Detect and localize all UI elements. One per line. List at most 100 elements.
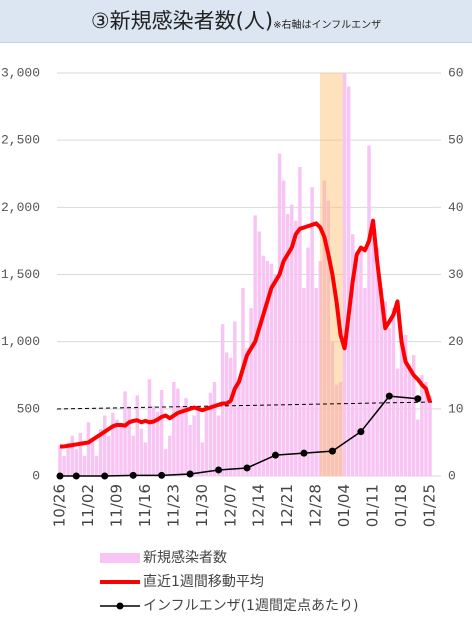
bar [212,381,217,476]
bar [265,261,270,476]
bar [115,419,119,476]
bar [159,390,164,476]
marker [129,471,137,479]
x-tick-label: 11/23 [164,484,182,527]
bar [391,308,396,476]
bar [318,261,322,476]
x-tick-label: 11/16 [136,484,154,527]
bar [188,424,192,476]
bar [330,341,335,476]
marker [357,428,365,436]
bar [168,435,172,476]
y2-tick-label: 60 [448,65,464,80]
bar [220,324,225,476]
y-tick-label: 2,000 [1,200,40,215]
bar [269,263,274,476]
y2-tick-label: 0 [448,468,456,483]
legend-swatch [100,553,140,563]
y-tick-label: 1,000 [1,334,40,349]
x-tick-label: 10/26 [51,484,69,527]
marker [101,472,109,480]
bar [298,167,302,477]
bar [253,215,257,477]
x-tick-label: 01/18 [392,484,410,527]
bar [204,411,209,476]
marker [56,472,64,480]
bar [249,308,253,476]
connector [389,395,418,400]
bar [334,384,339,476]
connector [360,395,390,433]
connector [303,450,333,454]
bar [176,388,180,476]
chart-title: ③新規感染者数(人) [90,9,274,33]
bar [94,455,99,476]
legend-label: 直近1週間移動平均 [143,574,264,590]
bar [119,424,123,476]
marker [186,470,194,478]
bar [143,442,148,476]
bar [66,442,70,476]
bar [74,449,78,476]
connector [331,431,362,452]
bar [147,379,152,476]
bar [314,287,318,476]
bar [294,220,298,476]
bar [399,341,404,476]
bar [420,375,424,476]
bar [351,234,355,476]
bar [131,435,135,476]
bar [58,445,62,476]
y2-tick-label: 20 [448,334,464,349]
y2-tick-label: 10 [448,401,464,416]
bar [403,334,408,476]
bar [383,301,388,476]
bar [155,411,160,476]
y2-tick-label: 40 [448,200,464,215]
y-tick-label: 1,500 [1,267,40,282]
bar [387,328,392,476]
bar [139,428,144,476]
bar [151,406,156,476]
bar [82,455,87,476]
legend-label: 新規感染者数 [143,549,227,566]
bar [302,287,306,476]
marker [271,451,279,459]
bar [78,433,83,476]
bar [111,412,115,476]
bar [135,395,139,476]
bar [180,406,184,476]
connector [246,454,276,469]
marker [158,471,166,479]
x-tick-label: 01/25 [421,484,439,527]
bar [196,406,200,476]
marker [414,395,422,403]
bar [277,153,282,476]
bar [371,220,375,476]
bar [326,200,331,476]
connector [190,469,219,475]
y-tick-label: 0 [32,468,40,483]
bar [123,391,127,476]
bar [90,438,95,476]
connector [218,467,248,471]
bar [416,419,420,476]
bar [322,180,327,476]
x-tick-label: 11/30 [193,484,211,527]
y-tick-label: 500 [17,401,40,416]
bar [346,86,351,476]
x-tick-label: 11/09 [107,484,125,527]
bar [241,287,245,476]
bar [98,428,103,476]
bar [102,415,107,476]
connector [275,452,305,456]
bar [163,449,168,476]
bar [237,381,241,476]
y2-tick-label: 30 [448,267,464,282]
y-tick-label: 2,500 [1,133,40,148]
bar [127,406,131,476]
y2-tick-label: 50 [448,133,464,148]
bar [245,348,249,476]
